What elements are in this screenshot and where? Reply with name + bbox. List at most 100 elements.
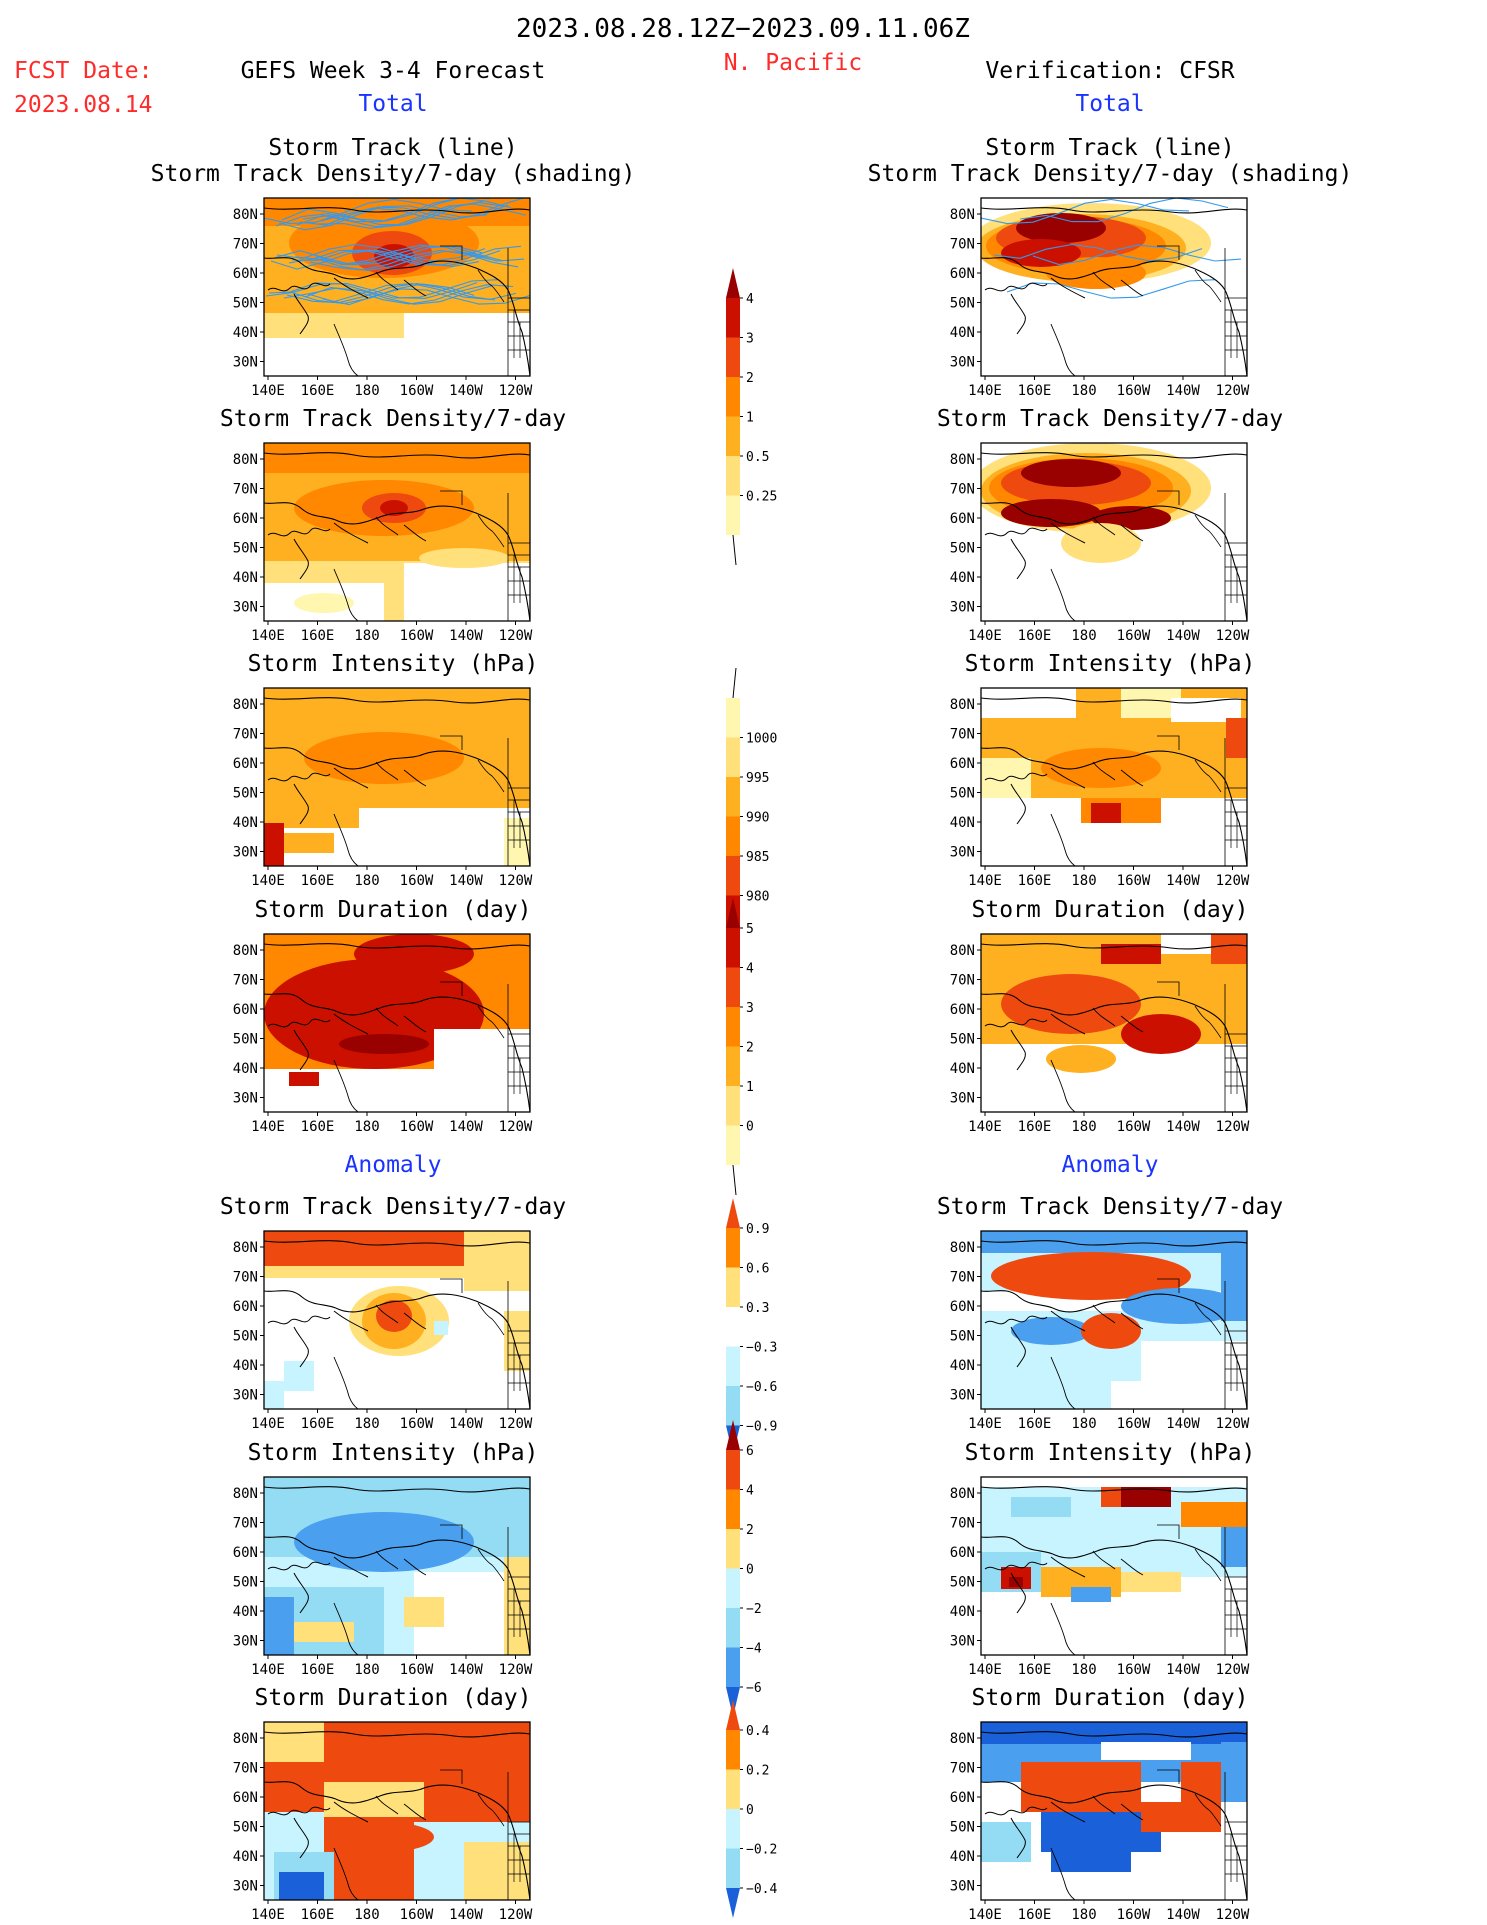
shading-cell [1161, 798, 1247, 866]
shading-area [380, 500, 408, 516]
lat-label: 30N [950, 1388, 975, 1404]
title-ver-density: Storm Track Density/7-day [937, 406, 1283, 432]
lat-label: 30N [950, 1634, 975, 1650]
map-field [264, 1722, 530, 1900]
lat-label: 80N [950, 1240, 975, 1256]
title-ver-track-line: Storm Track (line) [985, 135, 1234, 161]
total-label-left: Total [358, 91, 427, 117]
map-fc-density-anom: 80N 70N 60N 50N 40N 30N 140E 160E 180 160W 140W 120… [233, 1230, 533, 1432]
shading-area [419, 548, 509, 568]
colorbar-label: −2 [746, 1602, 762, 1617]
lon-label: 140W [449, 1662, 483, 1678]
lat-label: 40N [233, 815, 258, 831]
shading-cell [981, 758, 1031, 798]
storm-track-line [1032, 244, 1242, 266]
map-frame [980, 197, 1248, 377]
lat-label: 50N [233, 541, 258, 557]
colorbar-label: 995 [746, 771, 769, 786]
lon-label: 160W [1117, 873, 1151, 889]
map-field [981, 934, 1247, 1112]
shading-area [1021, 459, 1121, 487]
lon-label: 140W [449, 628, 483, 644]
lon-label: 140W [449, 1119, 483, 1135]
map-fc-duration: 80N 70N 60N 50N 40N 30N 140E 160E 180 160W 140W 120… [233, 933, 533, 1135]
verification-title: Verification: CFSR [985, 58, 1234, 84]
lat-label: 50N [950, 296, 975, 312]
lat-label: 30N [950, 1879, 975, 1895]
colorbar-label: 2 [746, 1523, 754, 1538]
lon-label: 160W [400, 628, 434, 644]
lon-label: 180 [1071, 873, 1096, 889]
shading-area [339, 1034, 429, 1054]
lat-label: 50N [233, 1820, 258, 1836]
lon-label: 160E [301, 1662, 335, 1678]
lat-label: 50N [950, 1032, 975, 1048]
lon-label: 120W [499, 1119, 533, 1135]
title-fc-intensity-anom: Storm Intensity (hPa) [248, 1440, 539, 1466]
lat-label: 50N [233, 786, 258, 802]
lat-label: 70N [233, 1516, 258, 1532]
lon-label: 140E [968, 1119, 1002, 1135]
colorbar-cell [726, 1529, 740, 1569]
lon-label: 160E [1018, 1662, 1052, 1678]
shading-cell [279, 1872, 324, 1900]
title-fc-track-line: Storm Track (line) [268, 135, 517, 161]
shading-cell [981, 1231, 1247, 1253]
lon-label: 160E [1018, 1416, 1052, 1432]
lon-label: 120W [1216, 1907, 1250, 1923]
lon-label: 140E [251, 1907, 285, 1923]
lat-label: 30N [950, 355, 975, 371]
lon-label: 160E [301, 873, 335, 889]
lat-label: 40N [950, 570, 975, 586]
colorbar-label: 2 [746, 371, 754, 386]
shading-area [1121, 1288, 1241, 1324]
shading-cell [284, 1361, 314, 1391]
lat-label: 80N [233, 697, 258, 713]
lat-label: 50N [950, 1820, 975, 1836]
storm-track-line [1006, 279, 1216, 299]
lat-label: 50N [950, 1329, 975, 1345]
lon-label: 160W [1117, 1119, 1151, 1135]
colorbar-end-line [732, 1164, 737, 1196]
lat-label: 40N [950, 1604, 975, 1620]
lon-label: 160W [400, 1119, 434, 1135]
colorbar-cell [726, 377, 740, 417]
lon-label: 160W [1117, 1907, 1151, 1923]
lon-label: 140E [251, 1119, 285, 1135]
colorbar-cell [726, 928, 740, 968]
lat-label: 70N [950, 1270, 975, 1286]
lat-label: 30N [950, 1091, 975, 1107]
colorbar-intensity-anom: 6 4 2 0 −2 −4 −6 [726, 1420, 762, 1717]
title-fc-duration-anom: Storm Duration (day) [255, 1685, 532, 1711]
lon-label: 160W [400, 383, 434, 399]
colorbar-label: 0.6 [746, 1262, 769, 1277]
shading-area [1061, 523, 1141, 563]
shading-cell [1091, 803, 1121, 823]
lat-label: 30N [233, 600, 258, 616]
storm-track-line [281, 198, 491, 222]
lat-label: 60N [950, 511, 975, 527]
lon-label: 140W [1166, 1119, 1200, 1135]
lat-label: 60N [950, 1299, 975, 1315]
colorbar-cell [726, 1568, 740, 1608]
map-frame [980, 933, 1248, 1113]
title-ver-density-anom: Storm Track Density/7-day [937, 1194, 1283, 1220]
shading-cell [1101, 944, 1161, 964]
lat-label: 60N [950, 1790, 975, 1806]
shading-cell [1131, 1852, 1247, 1900]
lat-label: 50N [950, 786, 975, 802]
map-field [264, 934, 530, 1112]
lon-label: 180 [354, 628, 379, 644]
colorbar-label: −0.4 [746, 1882, 777, 1897]
lat-label: 30N [233, 845, 258, 861]
shading-cell [264, 688, 530, 728]
anomaly-label-left: Anomaly [345, 1152, 442, 1178]
shading-cell [404, 1597, 444, 1627]
shading-cell [404, 563, 530, 621]
lon-label: 180 [354, 383, 379, 399]
shading-cell [1121, 1487, 1171, 1507]
colorbar-cell [726, 1769, 740, 1809]
total-label-right: Total [1075, 91, 1144, 117]
map-ver-duration-anom: 80N 70N 60N 50N 40N 30N 140E 160E 180 160W 140W 120… [950, 1721, 1250, 1923]
map-frame [980, 1721, 1248, 1901]
